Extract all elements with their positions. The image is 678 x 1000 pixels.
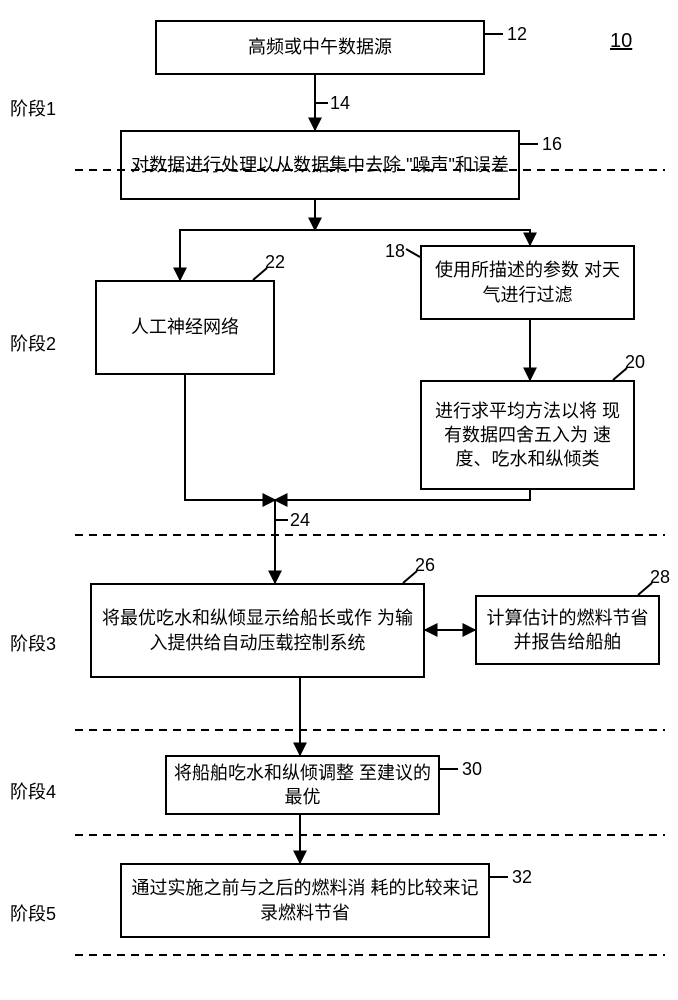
- ref-28: 28: [650, 567, 670, 588]
- phase-label-4: 阶段4: [10, 778, 56, 804]
- phase-label-2: 阶段2: [10, 330, 56, 356]
- box-text: 计算估计的燃料节省 并报告给船舶: [483, 606, 652, 655]
- box-text: 将最优吃水和纵倾显示给船长或作 为输入提供给自动压载控制系统: [98, 606, 417, 655]
- box-ann: 人工神经网络: [95, 280, 275, 375]
- phase-label-3: 阶段3: [10, 630, 56, 656]
- box-text: 对数据进行处理以从数据集中去除 "噪声"和误差: [131, 153, 509, 177]
- box-text: 人工神经网络: [131, 315, 239, 339]
- box-text: 进行求平均方法以将 现有数据四舍五入为 速度、吃水和纵倾类: [428, 399, 627, 472]
- box-text: 将船舶吃水和纵倾调整 至建议的最优: [173, 761, 432, 810]
- box-process-noise: 对数据进行处理以从数据集中去除 "噪声"和误差: [120, 130, 520, 200]
- flowchart-canvas: 10 阶段1 阶段2 阶段3 阶段4 阶段5 高频或中午数据源 对数据进行处理以…: [0, 0, 678, 1000]
- ref-22: 22: [265, 252, 285, 273]
- box-adjust-trim: 将船舶吃水和纵倾调整 至建议的最优: [165, 755, 440, 815]
- box-averaging: 进行求平均方法以将 现有数据四舍五入为 速度、吃水和纵倾类: [420, 380, 635, 490]
- ref-30: 30: [462, 759, 482, 780]
- ref-24: 24: [290, 510, 310, 531]
- box-text: 高频或中午数据源: [248, 35, 392, 59]
- box-text: 通过实施之前与之后的燃料消 耗的比较来记录燃料节省: [128, 876, 482, 925]
- figure-ref-number: 10: [610, 30, 632, 53]
- ref-18: 18: [385, 241, 405, 262]
- box-fuel-saving-calc: 计算估计的燃料节省 并报告给船舶: [475, 595, 660, 665]
- box-display-optimum: 将最优吃水和纵倾显示给船长或作 为输入提供给自动压载控制系统: [90, 583, 425, 678]
- ref-26: 26: [415, 555, 435, 576]
- box-data-source: 高频或中午数据源: [155, 20, 485, 75]
- ref-20: 20: [625, 352, 645, 373]
- ref-16: 16: [542, 134, 562, 155]
- ref-14: 14: [330, 93, 350, 114]
- ref-32: 32: [512, 867, 532, 888]
- box-text: 使用所描述的参数 对天气进行过滤: [428, 258, 627, 307]
- ref-12: 12: [507, 24, 527, 45]
- phase-label-1: 阶段1: [10, 95, 56, 121]
- box-record-saving: 通过实施之前与之后的燃料消 耗的比较来记录燃料节省: [120, 863, 490, 938]
- box-weather-filter: 使用所描述的参数 对天气进行过滤: [420, 245, 635, 320]
- phase-label-5: 阶段5: [10, 900, 56, 926]
